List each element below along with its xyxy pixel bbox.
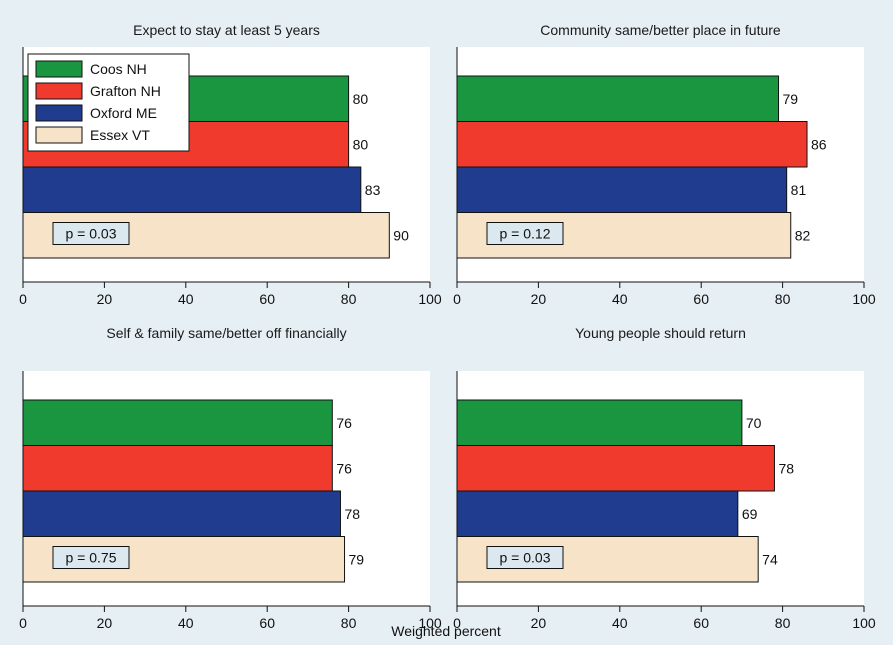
- x-tick-label: 80: [341, 291, 357, 307]
- p-value-box: [486, 222, 564, 245]
- x-tick-label: 0: [453, 291, 461, 307]
- x-tick-label: 0: [19, 291, 27, 307]
- x-tick-label: 100: [852, 291, 876, 307]
- panel-title: Community same/better place in future: [540, 22, 781, 38]
- p-value-box: [52, 222, 130, 245]
- x-tick-label: 20: [531, 615, 547, 631]
- p-value-label: p = 0.12: [500, 226, 551, 242]
- bar: [22, 490, 341, 537]
- legend-swatch: [35, 126, 83, 144]
- x-tick-label: 100: [418, 291, 442, 307]
- x-tick-label: 60: [259, 615, 275, 631]
- x-tick-label: 40: [178, 291, 194, 307]
- x-tick-label: 40: [612, 615, 628, 631]
- bar: [22, 166, 362, 213]
- x-tick-label: 100: [418, 615, 442, 631]
- p-value-label: p = 0.03: [66, 226, 117, 242]
- x-tick-label: 80: [775, 615, 791, 631]
- bar-value-label: 86: [811, 136, 827, 152]
- bar-value-label: 90: [393, 227, 409, 243]
- x-axis-label: Weighted percent: [391, 623, 501, 639]
- bar: [456, 399, 743, 446]
- chart-panel-2: Community same/better place in future 79 8…: [453, 22, 876, 307]
- bar-value-label: 70: [746, 415, 762, 431]
- bar-value-label: 83: [365, 182, 381, 198]
- bar-value-label: 80: [353, 136, 369, 152]
- bar: [456, 75, 780, 122]
- legend: Coos NH Grafton NH Oxford ME Essex VT: [27, 53, 190, 152]
- p-value-label: p = 0.75: [66, 550, 117, 566]
- x-tick-label: 100: [852, 615, 876, 631]
- x-tick-label: 60: [693, 615, 709, 631]
- panel-title: Young people should return: [575, 325, 746, 341]
- bar: [22, 399, 333, 446]
- x-tick-label: 0: [453, 615, 461, 631]
- bar: [22, 445, 333, 492]
- panel-title: Expect to stay at least 5 years: [133, 22, 320, 38]
- x-tick-label: 20: [97, 615, 113, 631]
- bar-value-label: 82: [795, 227, 811, 243]
- legend-swatch: [35, 60, 83, 78]
- x-tick-label: 60: [693, 291, 709, 307]
- bar-value-label: 78: [778, 460, 794, 476]
- chart-panel-4: Young people should return 70 78 69 74 p = 0.…: [453, 325, 876, 631]
- x-tick-label: 40: [178, 615, 194, 631]
- bar-value-label: 79: [783, 91, 799, 107]
- bar: [456, 445, 775, 492]
- x-tick-label: 40: [612, 291, 628, 307]
- legend-swatch: [35, 82, 83, 100]
- bar: [456, 166, 788, 213]
- p-value-box: [486, 546, 564, 569]
- bar-value-label: 69: [742, 506, 758, 522]
- panel-title: Self & family same/better off financiall…: [106, 325, 346, 341]
- legend-entry: Grafton NH: [90, 83, 161, 99]
- x-tick-label: 60: [259, 291, 275, 307]
- legend-swatch: [35, 104, 83, 122]
- x-tick-label: 80: [341, 615, 357, 631]
- bar: [456, 121, 808, 168]
- bar-value-label: 80: [353, 91, 369, 107]
- x-tick-label: 0: [19, 615, 27, 631]
- legend-entry: Oxford ME: [90, 105, 157, 121]
- bar-value-label: 74: [762, 551, 778, 567]
- p-value-label: p = 0.03: [500, 550, 551, 566]
- bar-value-label: 79: [349, 551, 365, 567]
- bar-value-label: 81: [791, 182, 807, 198]
- x-tick-label: 20: [531, 291, 547, 307]
- legend-entry: Essex VT: [90, 127, 150, 143]
- bar-value-label: 76: [336, 415, 352, 431]
- p-value-box: [52, 546, 130, 569]
- legend-entry: Coos NH: [90, 61, 147, 77]
- chart-panel-3: Self & family same/better off financiall…: [19, 325, 442, 631]
- bar-value-label: 76: [336, 460, 352, 476]
- bar-value-label: 78: [344, 506, 360, 522]
- x-tick-label: 20: [97, 291, 113, 307]
- x-tick-label: 80: [775, 291, 791, 307]
- bar: [456, 490, 739, 537]
